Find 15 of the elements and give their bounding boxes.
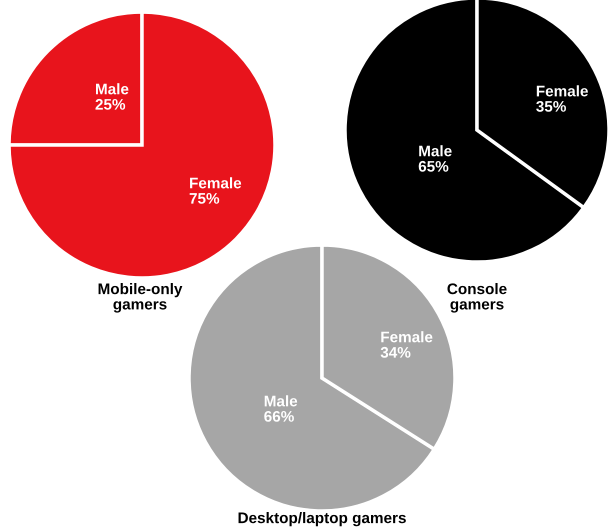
slice-label: Male [419, 145, 452, 156]
slice-label: Female [190, 177, 242, 188]
data-label: 75% [190, 193, 220, 204]
data-label: 34% [380, 346, 410, 358]
slice-label: Female [381, 331, 432, 342]
slice-label: Male [264, 395, 298, 406]
data-label: 65% [418, 160, 448, 172]
text: Mobile-only gamers [98, 283, 182, 313]
slice-label: Male [96, 83, 128, 94]
data-label: 35% [536, 100, 566, 112]
text: Desktop/laptop gamers [238, 512, 406, 526]
slice-label: Female [536, 85, 588, 96]
data-label: 66% [264, 410, 294, 422]
data-label: 25% [96, 98, 126, 110]
text: Console gamers [447, 283, 507, 313]
